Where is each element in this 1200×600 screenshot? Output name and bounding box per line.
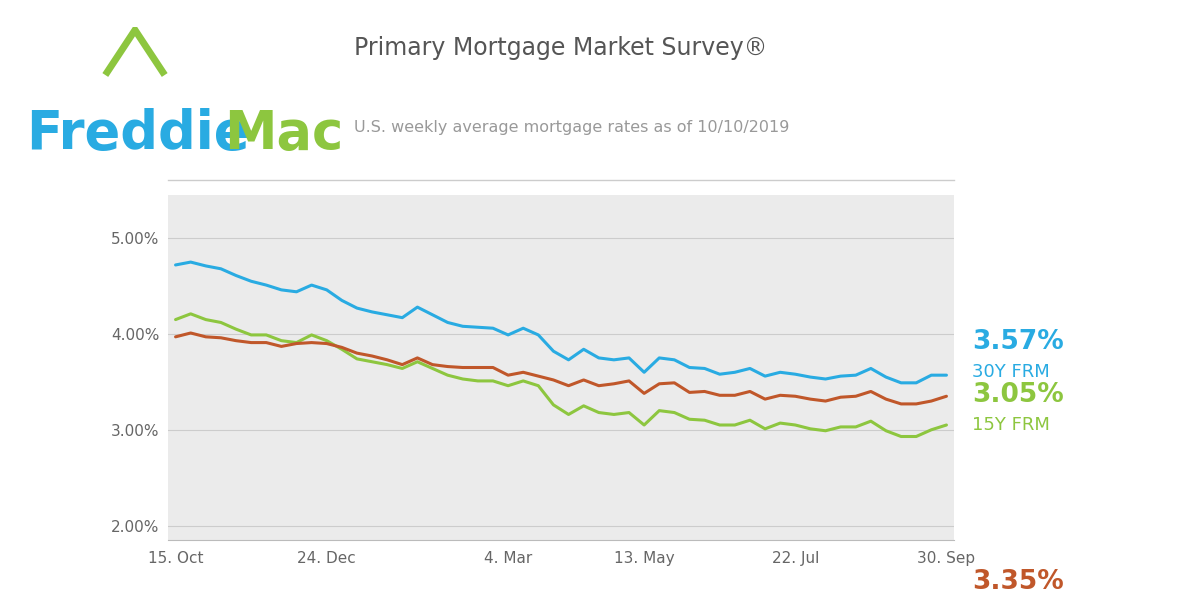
Text: Freddie: Freddie bbox=[26, 108, 250, 160]
Text: 15Y FRM: 15Y FRM bbox=[972, 416, 1050, 434]
Text: Primary Mortgage Market Survey®: Primary Mortgage Market Survey® bbox=[354, 36, 767, 60]
Text: 30Y FRM: 30Y FRM bbox=[972, 363, 1050, 381]
Text: 3.05%: 3.05% bbox=[972, 382, 1063, 408]
Text: U.S. weekly average mortgage rates as of 10/10/2019: U.S. weekly average mortgage rates as of… bbox=[354, 120, 790, 135]
Text: 3.35%: 3.35% bbox=[972, 569, 1063, 595]
Text: Mac: Mac bbox=[224, 108, 343, 160]
Text: 3.57%: 3.57% bbox=[972, 329, 1063, 355]
